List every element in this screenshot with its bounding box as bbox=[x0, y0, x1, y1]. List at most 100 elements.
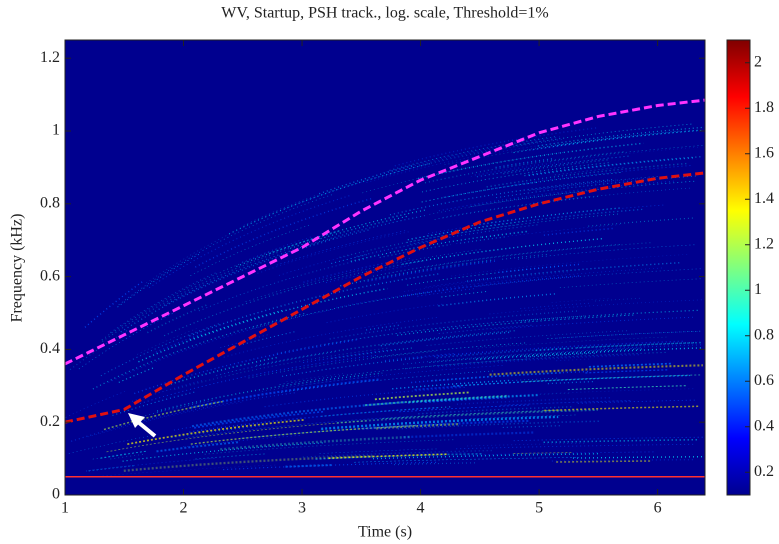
texture bbox=[223, 317, 438, 358]
texture bbox=[437, 267, 664, 290]
colorbar-tick-label: 1.4 bbox=[754, 190, 774, 207]
texture bbox=[379, 243, 451, 259]
texture bbox=[279, 358, 529, 385]
texture bbox=[189, 273, 439, 337]
colorbar-tick-label: 1.2 bbox=[754, 235, 774, 252]
y-tick-label: 0 bbox=[52, 486, 60, 503]
texture bbox=[470, 161, 566, 177]
texture bbox=[123, 454, 373, 472]
texture bbox=[268, 230, 341, 255]
texture bbox=[470, 414, 578, 420]
texture bbox=[406, 213, 621, 243]
colorbar-tick-label: 1 bbox=[754, 281, 762, 298]
texture bbox=[189, 407, 439, 433]
texture bbox=[241, 423, 444, 439]
texture bbox=[248, 350, 439, 379]
texture bbox=[513, 452, 573, 454]
texture bbox=[163, 215, 425, 306]
texture bbox=[522, 374, 701, 383]
texture bbox=[302, 365, 505, 386]
texture bbox=[419, 139, 562, 167]
texture bbox=[106, 420, 368, 453]
texture bbox=[318, 164, 415, 195]
texture bbox=[303, 348, 398, 364]
texture bbox=[276, 229, 408, 266]
texture bbox=[481, 230, 530, 239]
texture bbox=[100, 323, 220, 377]
texture bbox=[84, 279, 145, 328]
texture bbox=[376, 423, 460, 430]
texture bbox=[156, 441, 240, 453]
texture bbox=[277, 318, 538, 354]
colorbar-tick-label: 0.2 bbox=[754, 463, 774, 480]
texture bbox=[137, 328, 197, 355]
texture bbox=[456, 397, 611, 405]
texture bbox=[329, 310, 579, 340]
y-tick-label: 1 bbox=[52, 122, 60, 139]
texture bbox=[174, 347, 388, 390]
texture bbox=[78, 312, 174, 370]
texture bbox=[399, 404, 530, 413]
texture bbox=[264, 386, 467, 408]
texture bbox=[572, 456, 704, 459]
texture bbox=[492, 316, 694, 330]
texture bbox=[171, 425, 267, 438]
texture bbox=[216, 351, 335, 376]
texture bbox=[92, 312, 307, 390]
texture bbox=[513, 129, 704, 154]
colorbar-tick-label: 0.8 bbox=[754, 326, 774, 343]
texture bbox=[236, 209, 427, 268]
y-tick-label: 0.8 bbox=[40, 194, 60, 211]
texture bbox=[389, 136, 556, 171]
x-tick-label: 4 bbox=[417, 500, 425, 517]
texture bbox=[411, 370, 590, 384]
texture bbox=[100, 450, 148, 459]
texture bbox=[278, 255, 351, 276]
texture bbox=[173, 413, 293, 431]
texture bbox=[436, 347, 568, 359]
texture bbox=[438, 353, 640, 368]
texture bbox=[429, 189, 596, 215]
plot-frame bbox=[64, 39, 706, 496]
texture bbox=[112, 391, 196, 416]
texture bbox=[517, 244, 696, 260]
x-tick-label: 6 bbox=[654, 500, 662, 517]
texture bbox=[243, 195, 315, 226]
texture bbox=[190, 224, 309, 276]
texture bbox=[101, 248, 280, 340]
texture bbox=[242, 235, 314, 263]
texture bbox=[336, 409, 598, 424]
colorbar-tick-label: 1.8 bbox=[754, 99, 774, 116]
texture bbox=[155, 332, 204, 353]
x-tick-label: 5 bbox=[535, 500, 543, 517]
texture bbox=[193, 410, 325, 429]
texture bbox=[131, 379, 204, 402]
y-tick-label: 1.2 bbox=[40, 49, 60, 66]
colorbar-tick-label: 2 bbox=[754, 53, 762, 70]
texture bbox=[372, 453, 599, 460]
texture bbox=[122, 442, 325, 462]
texture bbox=[194, 197, 374, 268]
texture bbox=[532, 142, 581, 151]
y-tick-label: 0.2 bbox=[40, 413, 60, 430]
texture bbox=[103, 400, 223, 431]
texture bbox=[321, 415, 559, 431]
texture bbox=[411, 222, 507, 239]
texture bbox=[190, 424, 416, 445]
texture bbox=[407, 220, 527, 241]
texture bbox=[476, 268, 702, 287]
texture bbox=[138, 287, 388, 363]
texture bbox=[118, 366, 155, 383]
texture bbox=[353, 457, 580, 463]
arrow-head bbox=[128, 413, 145, 428]
texture bbox=[460, 236, 508, 244]
texture bbox=[256, 329, 517, 367]
texture bbox=[257, 230, 412, 274]
colorbar-tick-label: 0.6 bbox=[754, 372, 774, 389]
texture bbox=[443, 181, 539, 199]
texture bbox=[426, 242, 653, 268]
texture bbox=[403, 431, 534, 439]
texture bbox=[543, 438, 698, 444]
chart-title: WV, Startup, PSH track., log. scale, Thr… bbox=[221, 5, 549, 22]
